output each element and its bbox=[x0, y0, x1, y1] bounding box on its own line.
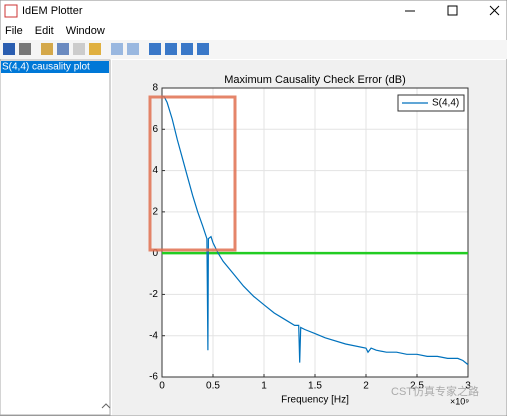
maximize[interactable] bbox=[447, 5, 458, 16]
tool[interactable] bbox=[19, 43, 31, 55]
y-tick-label: 0 bbox=[152, 248, 158, 259]
tool[interactable] bbox=[41, 43, 53, 55]
menu-item[interactable]: Edit bbox=[35, 25, 54, 37]
tool[interactable] bbox=[111, 43, 123, 55]
y-tick-label: -4 bbox=[149, 330, 158, 341]
x-tick-label: 2 bbox=[363, 381, 369, 392]
y-tick-label: 2 bbox=[152, 206, 158, 217]
tool[interactable] bbox=[3, 43, 15, 55]
y-tick-label: 6 bbox=[152, 124, 158, 135]
tool[interactable] bbox=[127, 43, 139, 55]
toolbar-icons bbox=[3, 43, 209, 55]
tool[interactable] bbox=[89, 43, 101, 55]
legend-box bbox=[397, 94, 465, 112]
menu-item[interactable]: File bbox=[5, 25, 23, 37]
x-tick-label: 1 bbox=[261, 381, 267, 392]
x-tick-label: 1.5 bbox=[308, 381, 322, 392]
y-tick-label: -2 bbox=[149, 289, 158, 300]
y-tick-label: 4 bbox=[152, 165, 158, 176]
tool[interactable] bbox=[149, 43, 161, 55]
scroll-arrow[interactable] bbox=[101, 403, 111, 409]
toolbar bbox=[0, 40, 507, 59]
menu-item[interactable]: Window bbox=[66, 25, 105, 37]
tool[interactable] bbox=[57, 43, 69, 55]
x-tick-label: 2.5 bbox=[410, 381, 424, 392]
x-axis-label: Frequency [Hz] bbox=[281, 395, 349, 406]
sidebar-item-selected[interactable] bbox=[1, 61, 109, 73]
plot: Maximum Causality Check Error (dB) 0 0.5 1 1… bbox=[149, 74, 471, 406]
watermark: CST仿真专家之路 bbox=[391, 384, 479, 398]
x-tick-label: 0.5 bbox=[206, 381, 220, 392]
highlight-box bbox=[148, 95, 237, 252]
x-multiplier: ×10⁹ bbox=[450, 396, 469, 406]
tool[interactable] bbox=[197, 43, 209, 55]
menu-bar: File Edit Window bbox=[5, 25, 105, 37]
window-title: IdEM Plotter bbox=[22, 5, 83, 17]
axes-box bbox=[161, 87, 469, 378]
x-tick-label: 0 bbox=[159, 381, 165, 392]
close[interactable] bbox=[489, 5, 500, 16]
x-tick-label: 3 bbox=[465, 381, 471, 392]
chart-title: Maximum Causality Check Error (dB) bbox=[224, 74, 406, 86]
sidebar-item[interactable]: S(4,4) causality plot bbox=[2, 62, 90, 73]
y-tick-label: 8 bbox=[152, 83, 158, 94]
legend-label: S(4,4) bbox=[432, 98, 459, 109]
series-line bbox=[162, 95, 469, 366]
tool[interactable] bbox=[181, 43, 193, 55]
tool[interactable] bbox=[165, 43, 177, 55]
sidebar bbox=[0, 59, 111, 416]
tool[interactable] bbox=[73, 43, 85, 55]
y-tick-label: -6 bbox=[149, 372, 158, 383]
app-icon bbox=[4, 4, 18, 18]
